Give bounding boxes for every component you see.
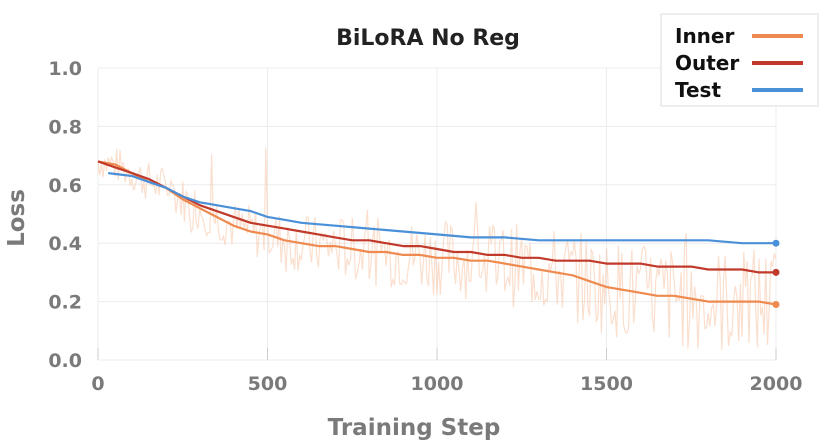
series-endpoint-inner xyxy=(772,301,780,309)
inner-raw-trace xyxy=(97,147,777,351)
x-tick-label: 1000 xyxy=(411,373,464,395)
series-layer xyxy=(97,160,780,309)
x-tick-label: 2000 xyxy=(750,373,803,395)
y-tick-label: 0.0 xyxy=(48,350,82,372)
raw-noise-layer xyxy=(97,147,777,351)
series-line-inner xyxy=(97,160,777,306)
y-tick-label: 0.4 xyxy=(48,233,82,255)
series-line-outer xyxy=(97,160,776,274)
y-tick-label: 0.2 xyxy=(48,292,82,314)
y-tick-label: 1.0 xyxy=(48,58,82,80)
legend-label: Test xyxy=(675,78,721,102)
legend-label: Outer xyxy=(675,51,739,75)
y-axis-title: Loss xyxy=(4,189,30,247)
y-tick-label: 0.6 xyxy=(48,175,82,197)
x-tick-label: 0 xyxy=(91,373,104,395)
x-axis-title: Training Step xyxy=(328,415,501,441)
legend-label: Inner xyxy=(675,24,734,48)
x-tick-label: 500 xyxy=(248,373,288,395)
series-line-test xyxy=(108,172,776,245)
legend: Inner Outer Test xyxy=(660,13,819,107)
chart-title: BiLoRA No Reg xyxy=(336,26,520,51)
y-axis: 0.0 0.2 0.4 0.6 0.8 1.0 xyxy=(48,58,82,372)
series-endpoint-test xyxy=(772,239,780,247)
series-endpoint-outer xyxy=(772,268,780,276)
y-tick-label: 0.8 xyxy=(48,116,82,138)
x-tick-label: 1500 xyxy=(580,373,633,395)
x-axis: 0 500 1000 1500 2000 xyxy=(91,348,802,395)
